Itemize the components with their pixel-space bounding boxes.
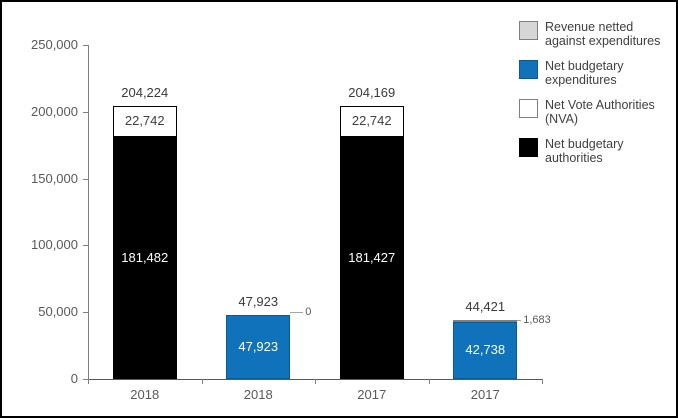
- bar-segment: 22,742: [339, 106, 404, 137]
- legend-item-label: Net budgetary authorities: [545, 137, 624, 165]
- net-budgetary-expenditures-swatch-icon: [519, 60, 538, 79]
- x-axis-tick: [542, 379, 543, 384]
- y-axis-tick-label: 200,000: [31, 103, 78, 119]
- y-axis-tick: [83, 312, 88, 314]
- revenue-netted-swatch-icon: [519, 21, 538, 40]
- bar-segment: 181,427: [339, 136, 404, 379]
- legend-item-label: Net Vote Authorities (NVA): [545, 98, 655, 126]
- bar-segment-value-label: 181,427: [348, 249, 396, 265]
- x-axis-tick: [88, 379, 89, 384]
- bar-total-label: 47,923: [238, 293, 279, 309]
- bar-segment: [453, 319, 518, 322]
- legend-item-label: Revenue netted against expenditures: [545, 20, 661, 48]
- x-axis-tick: [315, 379, 316, 384]
- legend-item-revenue-netted: Revenue netted against expenditures: [519, 20, 674, 48]
- y-axis-tick: [83, 379, 88, 380]
- x-axis-category-label: 2017: [357, 387, 387, 402]
- x-axis-category-label: 2018: [130, 387, 160, 402]
- bar-segment-value-label: 22,742: [124, 113, 165, 129]
- bar-segment-value-label: 181,482: [121, 249, 169, 265]
- bar-segment-value-label: 47,923: [238, 338, 279, 354]
- callout-leader-line: [290, 311, 304, 313]
- bar-segment-value-label: 42,738: [465, 342, 506, 358]
- bar-total-label: 204,169: [348, 85, 396, 101]
- x-axis-category-label: 2017: [470, 387, 500, 402]
- net-budgetary-authorities-swatch-icon: [519, 138, 538, 157]
- x-axis-tick: [201, 379, 203, 384]
- legend-item-net-budgetary-authorities: Net budgetary authorities: [519, 137, 674, 165]
- y-axis-tick-label: 250,000: [31, 37, 78, 52]
- callout-value-label: 1,683: [523, 313, 551, 326]
- bar-segment: 22,742: [112, 106, 177, 137]
- legend-item-label: Net budgetary expenditures: [545, 59, 624, 87]
- y-axis-tick-label: 100,000: [31, 237, 78, 253]
- y-axis-tick-label: 150,000: [31, 170, 78, 186]
- legend-item-net-budgetary-expenditures: Net budgetary expenditures: [519, 59, 674, 87]
- y-axis-tick-label: 0: [70, 371, 78, 386]
- bar-total-label: 44,421: [465, 298, 506, 314]
- y-axis-tick: [83, 45, 88, 46]
- bar-segment: 42,738: [453, 321, 518, 379]
- legend-item-net-vote-authorities: Net Vote Authorities (NVA): [519, 98, 674, 126]
- bar-segment: 181,482: [112, 136, 177, 379]
- x-axis-category-label: 2018: [243, 387, 273, 402]
- y-axis-tick: [83, 178, 88, 180]
- bar-segment-value-label: 22,742: [351, 113, 392, 129]
- x-axis-tick: [428, 379, 430, 384]
- bar-segment: 47,923: [226, 314, 291, 379]
- y-axis-tick: [83, 111, 88, 113]
- callout-leader-line: [517, 319, 522, 321]
- y-axis-tick-label: 50,000: [38, 304, 78, 320]
- bar-total-label: 204,224: [121, 85, 169, 101]
- legend: Revenue netted against expenditures Net …: [519, 20, 674, 176]
- y-axis-line: [88, 45, 89, 379]
- net-vote-authorities-swatch-icon: [519, 99, 538, 118]
- callout-value-label: 0: [305, 305, 312, 318]
- y-axis-tick: [83, 245, 88, 247]
